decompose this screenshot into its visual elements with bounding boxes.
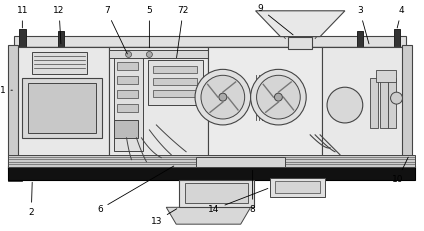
Circle shape <box>201 75 245 119</box>
Circle shape <box>391 92 402 104</box>
Text: 11: 11 <box>17 6 28 28</box>
Bar <box>370 78 378 128</box>
Circle shape <box>126 52 131 58</box>
Text: 13: 13 <box>151 209 177 226</box>
Circle shape <box>219 93 227 101</box>
Bar <box>114 120 139 138</box>
Polygon shape <box>166 207 251 224</box>
Bar <box>58 31 64 46</box>
Bar <box>179 179 254 207</box>
Text: 6: 6 <box>97 166 174 214</box>
Bar <box>185 183 248 203</box>
Bar <box>114 56 143 151</box>
Bar <box>153 90 197 97</box>
Bar <box>208 46 322 166</box>
Bar <box>322 46 407 166</box>
Bar <box>196 157 285 167</box>
Bar <box>388 78 396 128</box>
Text: 8: 8 <box>250 170 256 214</box>
Bar <box>117 62 139 70</box>
Bar <box>8 166 416 179</box>
Bar <box>148 61 203 105</box>
Bar <box>379 78 388 128</box>
Bar <box>8 163 22 180</box>
Circle shape <box>251 69 306 125</box>
Text: 14: 14 <box>208 188 268 214</box>
Text: 9: 9 <box>258 4 293 35</box>
Text: 2: 2 <box>28 182 34 217</box>
Bar <box>271 178 325 197</box>
Text: 7: 7 <box>104 6 127 54</box>
Text: 4: 4 <box>397 6 404 28</box>
Bar <box>376 70 396 82</box>
Bar <box>153 78 197 85</box>
Bar <box>8 45 18 169</box>
Text: 5: 5 <box>147 6 152 48</box>
Bar <box>20 29 26 49</box>
Circle shape <box>195 69 251 125</box>
Circle shape <box>327 87 363 123</box>
Text: 72: 72 <box>176 6 189 58</box>
Bar <box>14 36 407 48</box>
Bar <box>276 182 320 193</box>
Bar <box>28 83 96 133</box>
Bar <box>393 29 401 49</box>
Text: 1: 1 <box>0 86 12 95</box>
Bar <box>8 155 416 167</box>
Bar <box>153 66 197 73</box>
Bar <box>117 90 139 98</box>
Bar <box>14 46 407 166</box>
Bar <box>402 45 413 169</box>
Bar <box>22 78 102 138</box>
Text: 12: 12 <box>53 6 65 44</box>
Bar <box>109 46 208 166</box>
Text: 10: 10 <box>392 157 408 184</box>
Bar <box>117 104 139 112</box>
Bar <box>109 51 208 58</box>
Text: 3: 3 <box>357 6 369 44</box>
Bar <box>117 76 139 84</box>
Polygon shape <box>256 11 345 36</box>
Circle shape <box>274 93 282 101</box>
Circle shape <box>257 75 300 119</box>
Bar <box>288 36 312 49</box>
Bar <box>32 52 87 74</box>
Bar <box>357 31 363 46</box>
Bar <box>14 46 109 166</box>
Circle shape <box>146 52 152 58</box>
